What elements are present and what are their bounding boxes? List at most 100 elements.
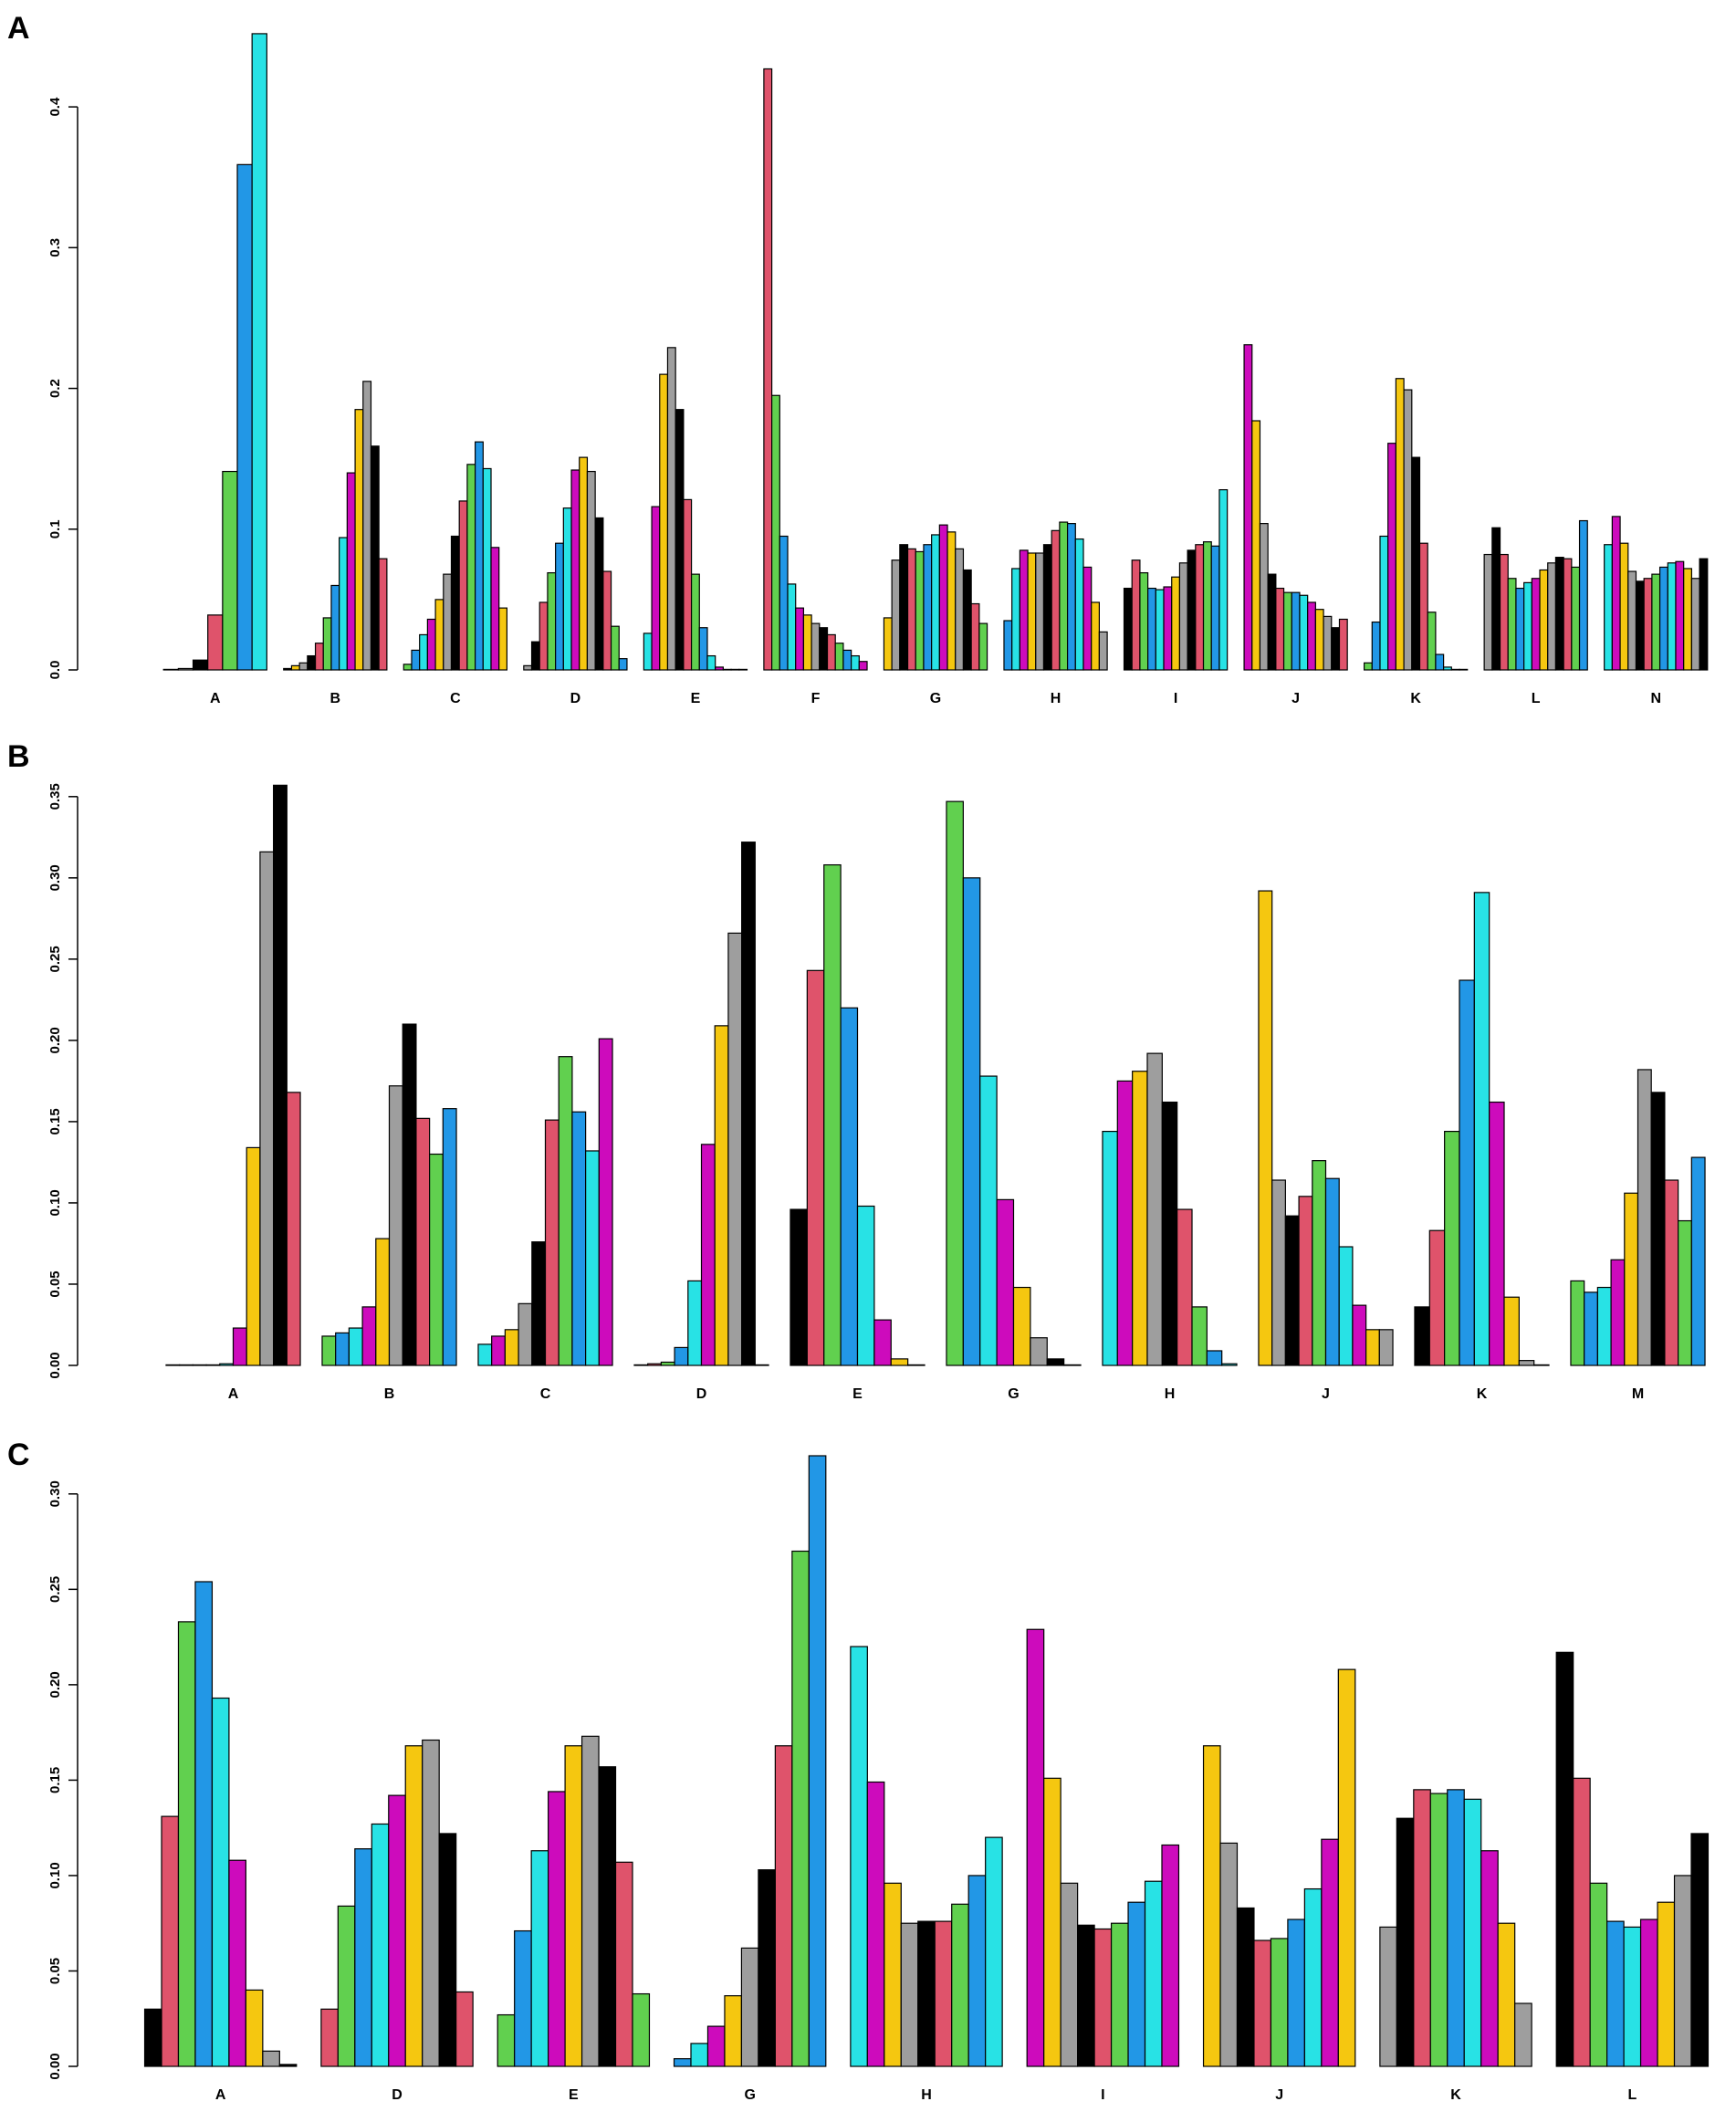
x-category-label: N [1650,691,1661,706]
bar [544,1119,559,1366]
bar [1110,1922,1129,2067]
bar [1563,558,1573,671]
bar [1303,1887,1323,2067]
bar [1523,581,1532,671]
bar [1093,1928,1113,2067]
bar [1447,1789,1465,2067]
bar [422,1739,440,2067]
bar [286,1092,301,1366]
bar [985,1836,1003,2067]
bar [335,1332,350,1366]
bar [1573,1777,1591,2067]
bar [1019,549,1029,671]
bar [791,1550,810,2067]
x-category-label: E [852,1386,863,1402]
bar [819,627,829,671]
bar [647,1363,662,1366]
bar [763,68,773,671]
bar [1035,552,1045,671]
bar [1480,1850,1499,2067]
bar [1363,662,1373,671]
bar [530,1850,549,2067]
bar [643,633,653,671]
bar [1202,1745,1221,2067]
bar [1414,1306,1430,1366]
bar [434,599,444,671]
bar [727,932,743,1366]
bar [823,863,842,1366]
bar [1395,378,1405,671]
bar [1589,1882,1608,2067]
bar [1371,621,1381,671]
bar [683,498,693,671]
bar [354,409,364,671]
bar [1443,666,1452,671]
bar [802,614,812,671]
bar [970,602,980,671]
bar [1116,1080,1134,1366]
bar [232,1327,247,1366]
bar [490,547,500,671]
panel-label-a: A [7,11,30,46]
bar [840,1007,859,1366]
y-tick-label: 0.10 [47,1862,63,1888]
bar [1570,1280,1585,1366]
bar [1673,1875,1692,2067]
bar [1218,488,1229,671]
bar [1051,529,1061,671]
bar [795,607,805,671]
y-tick-label: 0.1 [47,519,63,538]
bar [236,163,253,671]
bar [1321,1838,1339,2067]
bar [283,667,293,671]
bar [562,507,572,671]
bar [1275,587,1285,671]
bar [1287,1919,1305,2067]
bar [339,537,348,671]
bar [1418,542,1428,671]
bar [518,1302,533,1366]
x-category-label: J [1275,2087,1283,2103]
y-tick-label: 0.15 [47,1767,63,1793]
y-tick-label: 0.15 [47,1108,63,1134]
bar [245,1989,264,2067]
bar [1503,1296,1520,1366]
bar [955,548,965,671]
bar [362,381,372,671]
bar [1657,1901,1676,2067]
bar [1690,1156,1706,1366]
bar [1387,443,1396,671]
bar [1066,523,1076,671]
bar [404,1745,424,2067]
bar [1324,1177,1340,1366]
bar [1650,1092,1666,1366]
bar [1463,1798,1482,2067]
bar [348,1327,363,1366]
bar [1596,1286,1612,1366]
bar [1435,653,1445,671]
bar [207,614,224,671]
bar [884,1882,902,2067]
bar [1499,553,1509,671]
y-tick-label: 0.2 [47,379,63,398]
bar [1515,587,1525,671]
bar [1202,541,1212,671]
bar [1427,612,1437,671]
bar [586,470,596,671]
bar [192,659,209,671]
x-category-label: J [1292,691,1300,706]
bar [371,1823,390,2067]
bar [673,2058,692,2067]
x-category-label: K [1477,1386,1488,1402]
bar [1428,1229,1446,1366]
bar [738,668,748,671]
bar [547,571,557,671]
bar [442,1108,457,1366]
x-category-label: I [1174,691,1177,706]
x-category-label: H [921,2087,932,2103]
bar [450,535,460,671]
bar [938,524,948,671]
bar [951,1903,969,2067]
bar [1675,560,1685,671]
bar [1258,890,1273,1366]
